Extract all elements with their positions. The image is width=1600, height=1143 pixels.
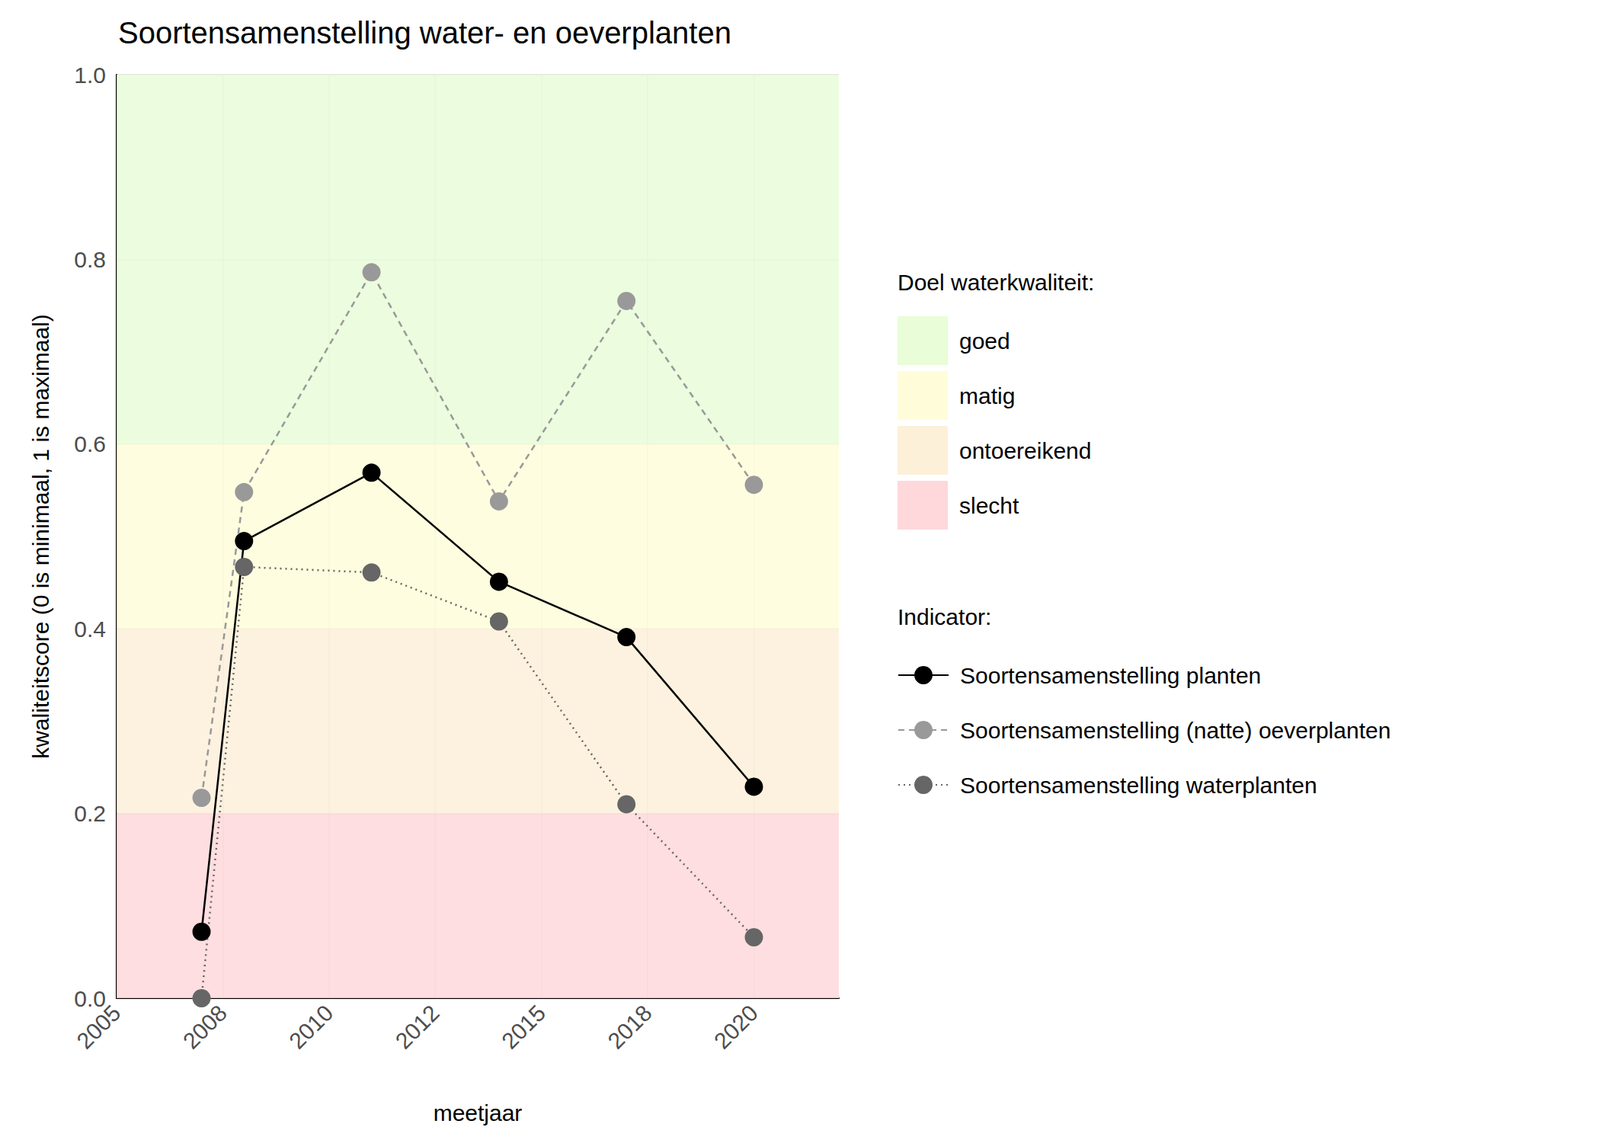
svg-text:matig: matig <box>959 383 1015 409</box>
svg-text:Soortensamenstelling planten: Soortensamenstelling planten <box>960 662 1261 688</box>
svg-text:slecht: slecht <box>959 492 1020 519</box>
svg-text:0.2: 0.2 <box>73 800 106 826</box>
svg-text:0.0: 0.0 <box>74 985 106 1011</box>
svg-text:ontoereikend: ontoereikend <box>959 438 1092 464</box>
svg-text:2005: 2005 <box>71 999 126 1054</box>
svg-text:2020: 2020 <box>709 999 764 1054</box>
svg-text:0.6: 0.6 <box>73 431 106 457</box>
svg-text:2018: 2018 <box>602 999 657 1054</box>
svg-text:2010: 2010 <box>284 999 339 1054</box>
svg-text:Soortensamenstelling waterplan: Soortensamenstelling waterplanten <box>960 772 1318 798</box>
svg-text:meetjaar: meetjaar <box>433 1100 523 1126</box>
svg-text:1.0: 1.0 <box>73 62 106 88</box>
svg-text:goed: goed <box>959 328 1011 354</box>
svg-text:2012: 2012 <box>390 999 445 1054</box>
svg-text:Doel waterkwaliteit:: Doel waterkwaliteit: <box>897 269 1095 295</box>
svg-text:2015: 2015 <box>496 999 551 1054</box>
svg-text:Indicator:: Indicator: <box>897 604 992 630</box>
svg-text:Soortensamenstelling (natte) o: Soortensamenstelling (natte) oeverplante… <box>960 717 1391 743</box>
svg-text:0.4: 0.4 <box>73 616 106 642</box>
svg-text:Soortensamenstelling water- en: Soortensamenstelling water- en oeverplan… <box>118 16 732 50</box>
svg-text:kwaliteitscore (0 is minimaal,: kwaliteitscore (0 is minimaal, 1 is maxi… <box>28 313 54 759</box>
svg-text:0.8: 0.8 <box>73 246 106 272</box>
svg-text:2008: 2008 <box>178 999 233 1054</box>
